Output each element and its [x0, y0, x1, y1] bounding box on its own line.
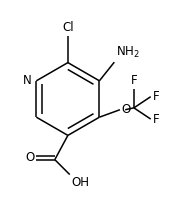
Text: F: F: [153, 112, 159, 126]
Text: N: N: [23, 74, 32, 87]
Text: O: O: [121, 103, 131, 116]
Text: Cl: Cl: [62, 21, 74, 34]
Text: F: F: [131, 74, 137, 87]
Text: F: F: [153, 90, 159, 103]
Text: OH: OH: [72, 176, 90, 189]
Text: O: O: [25, 151, 34, 164]
Text: NH$_2$: NH$_2$: [116, 45, 140, 60]
